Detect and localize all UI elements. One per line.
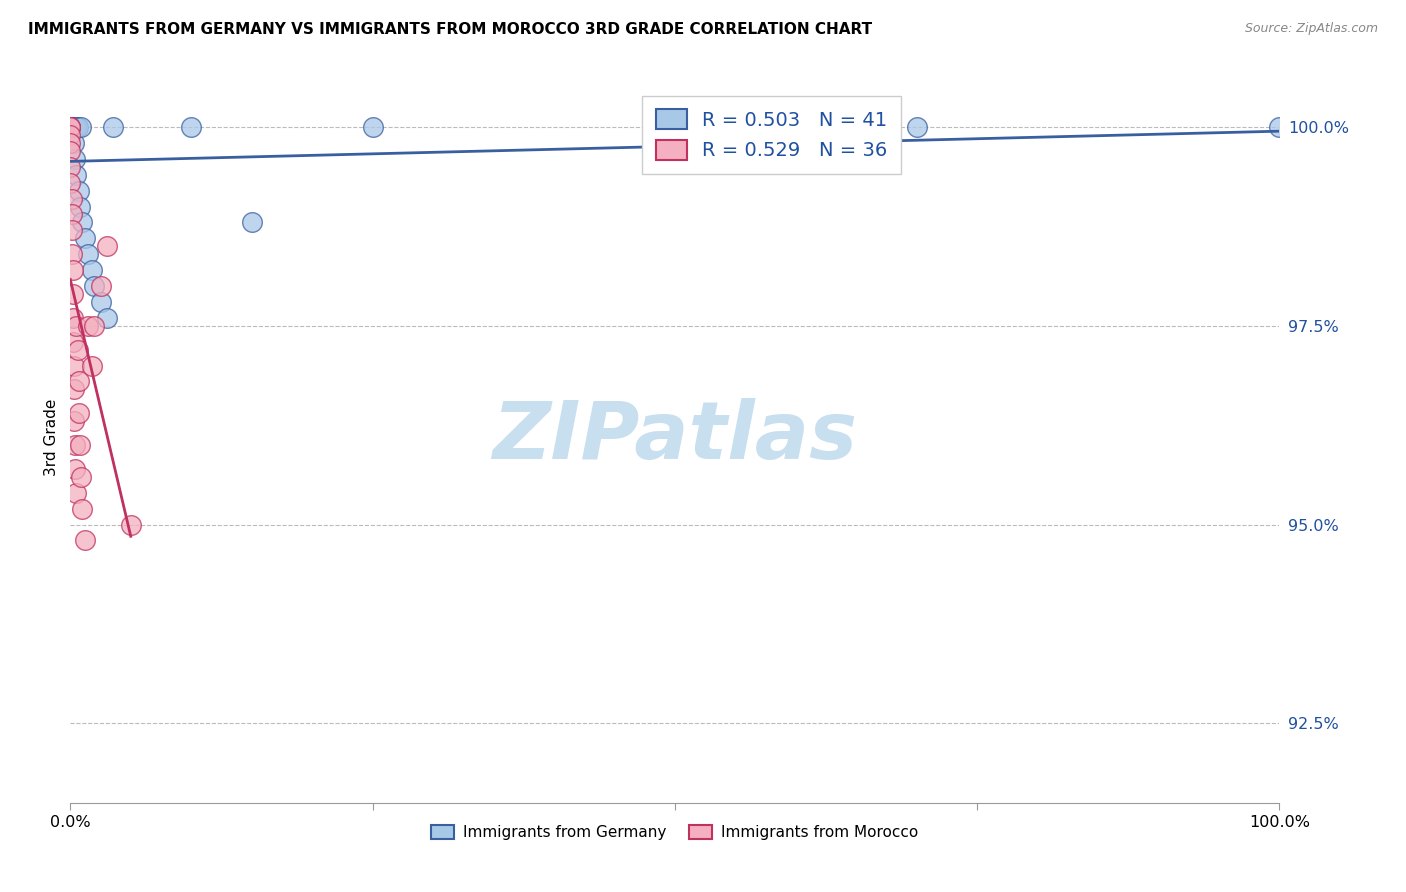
Point [120,517,142,532]
Point [905,120,928,134]
Point [96,239,118,253]
Point [63,462,86,476]
Point [66,343,89,357]
Point [59,120,82,134]
Text: IMMIGRANTS FROM GERMANY VS IMMIGRANTS FROM MOROCCO 3RD GRADE CORRELATION CHART: IMMIGRANTS FROM GERMANY VS IMMIGRANTS FR… [28,22,872,37]
Point [59,136,82,150]
Point [60,223,83,237]
Point [1268,120,1291,134]
Point [59,128,82,142]
Point [62,120,84,134]
Point [59,120,82,134]
Point [65,485,87,500]
Point [69,200,91,214]
Point [60,120,83,134]
Point [60,247,83,261]
Point [240,215,263,229]
Point [73,533,96,548]
Point [62,263,84,277]
Point [83,318,105,333]
Point [77,247,100,261]
Point [72,501,94,516]
Point [73,231,96,245]
Point [361,120,384,134]
Y-axis label: 3rd Grade: 3rd Grade [44,399,59,475]
Point [59,120,82,134]
Point [66,120,89,134]
Point [63,414,86,428]
Point [63,438,86,452]
Point [59,144,82,158]
Point [60,120,83,134]
Point [65,120,87,134]
Point [59,120,82,134]
Point [180,120,202,134]
Point [60,120,83,134]
Legend: Immigrants from Germany, Immigrants from Morocco: Immigrants from Germany, Immigrants from… [425,819,925,847]
Point [62,120,84,134]
Point [62,310,84,325]
Point [59,120,82,134]
Point [90,294,111,309]
Point [63,120,86,134]
Point [70,120,93,134]
Point [67,184,90,198]
Point [62,120,84,134]
Point [59,176,82,190]
Point [90,279,111,293]
Point [59,120,82,134]
Point [62,334,84,349]
Point [60,120,83,134]
Point [63,359,86,373]
Point [67,375,90,389]
Point [60,120,83,134]
Point [62,120,84,134]
Point [60,207,83,221]
Point [65,318,87,333]
Text: ZIPatlas: ZIPatlas [492,398,858,476]
Point [83,279,105,293]
Point [60,120,83,134]
Point [63,120,86,134]
Point [63,136,86,150]
Point [67,406,90,420]
Point [101,120,124,134]
Point [65,168,87,182]
Point [63,152,86,166]
Point [63,383,86,397]
Text: Source: ZipAtlas.com: Source: ZipAtlas.com [1244,22,1378,36]
Point [80,359,103,373]
Point [59,160,82,174]
Point [96,310,118,325]
Point [59,120,82,134]
Point [80,263,103,277]
Point [72,215,94,229]
Point [59,120,82,134]
Point [77,318,100,333]
Point [62,287,84,301]
Point [60,120,83,134]
Point [63,120,86,134]
Point [69,438,91,452]
Point [70,470,93,484]
Point [60,192,83,206]
Point [63,120,86,134]
